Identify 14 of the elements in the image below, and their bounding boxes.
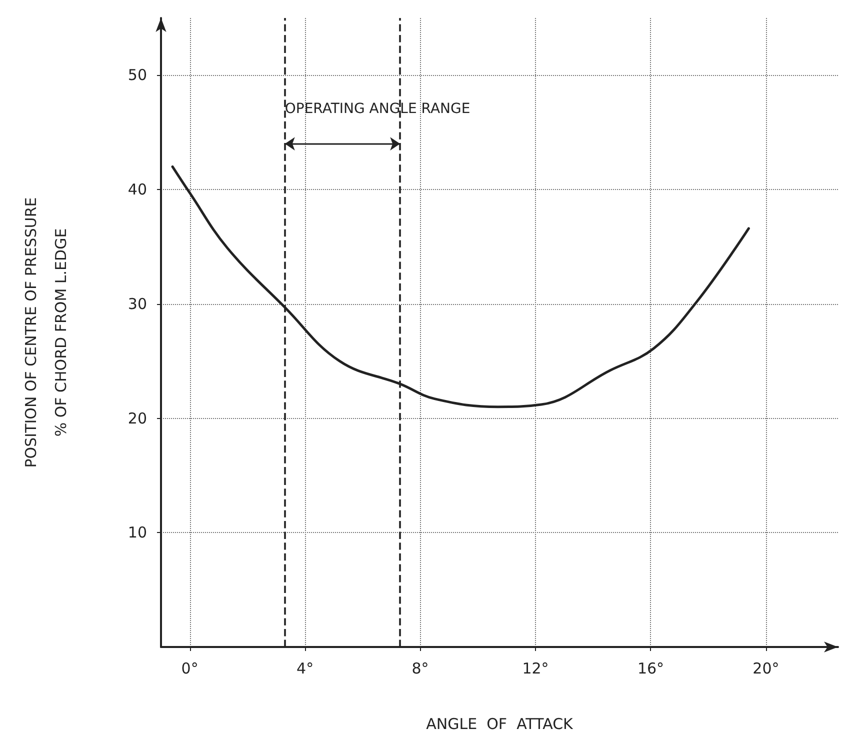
x-tick-label: 8° [412,660,429,678]
y-tick-label: 40 [128,180,147,199]
x-tick-label: 4° [296,660,314,678]
x-axis-title: ANGLE OF ATTACK [426,715,574,733]
y-tick-label: 50 [128,66,147,84]
x-tick-label: 20° [752,660,780,678]
y-tick-label: 10 [128,524,147,542]
y-tick-label: 20 [128,409,147,428]
x-tick-label: 16° [637,660,664,678]
x-tick-label: 0° [181,660,198,678]
annotation: OPERATING ANGLE RANGE [284,100,470,117]
y-tick-label: 30 [128,294,147,313]
y-axis-title: POSITION OF CENTRE OF PRESSURE % OF CHORD FROM L.EDGE [22,197,70,468]
x-tick-label: 12° [522,660,549,678]
